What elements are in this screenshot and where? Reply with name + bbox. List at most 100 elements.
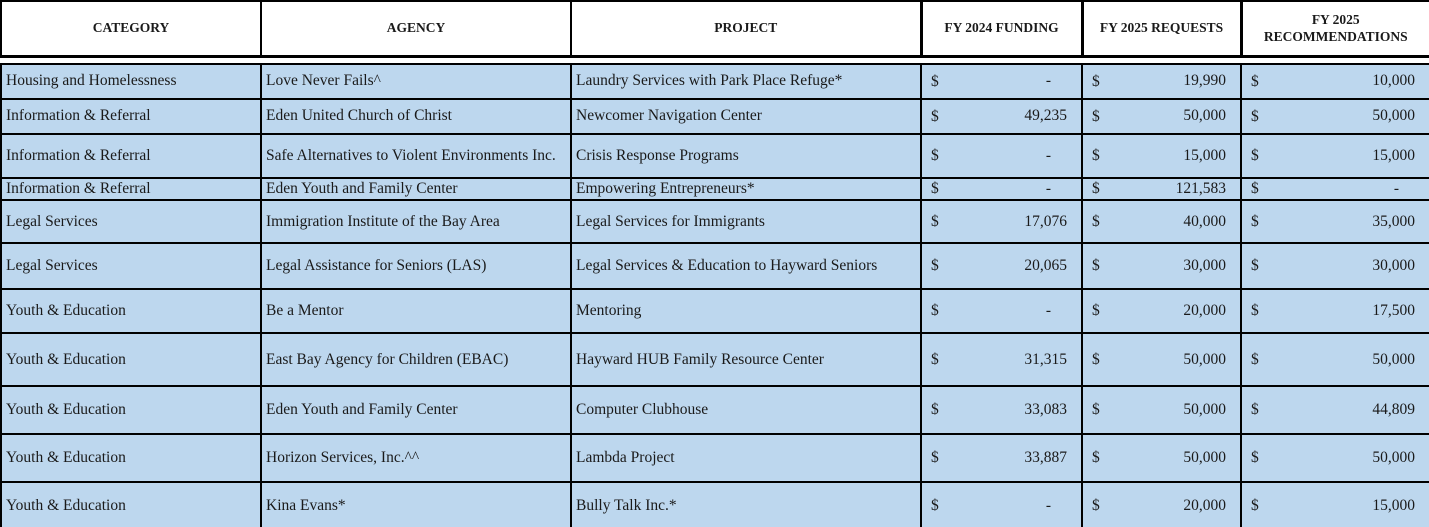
amount-value: 44,809 [1372, 401, 1415, 419]
cell-fy2025_recommendations: $15,000 [1240, 481, 1429, 527]
cell-fy2025_requests: $121,583 [1081, 176, 1242, 202]
currency-symbol: $ [931, 350, 939, 368]
cell-fy2025_requests: $19,990 [1081, 63, 1242, 100]
header-row: CATEGORY AGENCY PROJECT FY 2024 FUNDING … [0, 0, 1429, 58]
cell-fy2025_recommendations: $17,500 [1240, 288, 1429, 335]
currency-symbol: $ [1251, 401, 1259, 419]
cell-fy2024: $33,887 [920, 433, 1083, 484]
cell-fy2025_recommendations: $ - [1240, 176, 1429, 202]
cell-category: Youth & Education [0, 481, 262, 527]
cell-project: Computer Clubhouse [570, 385, 922, 436]
column-header-agency: AGENCY [260, 0, 572, 58]
amount-value: 49,235 [1024, 107, 1067, 125]
cell-category: Information & Referral [0, 133, 262, 179]
amount-value: 20,000 [1183, 302, 1226, 320]
cell-project: Hayward HUB Family Resource Center [570, 332, 922, 388]
cell-fy2025_recommendations: $15,000 [1240, 133, 1429, 179]
cell-project: Legal Services for Immigrants [570, 199, 922, 245]
cell-fy2025_requests: $20,000 [1081, 481, 1242, 527]
amount-value: 15,000 [1372, 146, 1415, 164]
cell-agency: Immigration Institute of the Bay Area [260, 199, 572, 245]
cell-category: Youth & Education [0, 385, 262, 436]
cell-fy2024: $49,235 [920, 98, 1083, 135]
cell-agency: Be a Mentor [260, 288, 572, 335]
cell-project: Laundry Services with Park Place Refuge* [570, 63, 922, 100]
cell-category: Youth & Education [0, 332, 262, 388]
currency-symbol: $ [1092, 350, 1100, 368]
cell-agency: Eden Youth and Family Center [260, 385, 572, 436]
amount-value: 35,000 [1372, 212, 1415, 230]
amount-value: 10,000 [1372, 72, 1415, 90]
cell-project: Mentoring [570, 288, 922, 335]
cell-fy2025_requests: $50,000 [1081, 433, 1242, 484]
amount-value: 20,065 [1024, 257, 1067, 275]
amount-value: 19,990 [1183, 72, 1226, 90]
amount-value: 50,000 [1372, 107, 1415, 125]
currency-symbol: $ [1092, 146, 1100, 164]
currency-symbol: $ [1092, 180, 1100, 197]
table-body: Housing and Homelessness Love Never Fails… [0, 63, 1429, 527]
cell-fy2025_requests: $40,000 [1081, 199, 1242, 245]
currency-symbol: $ [1092, 257, 1100, 275]
table-row: Youth & Education East Bay Agency for Chi… [0, 332, 1429, 388]
table-row: Legal Services Legal Assistance for Senio… [0, 242, 1429, 291]
amount-value: 50,000 [1183, 449, 1226, 467]
cell-agency: Love Never Fails^ [260, 63, 572, 100]
header-body-gap [0, 58, 1429, 63]
table-row: Legal Services Immigration Institute of t… [0, 199, 1429, 245]
cell-fy2025_recommendations: $50,000 [1240, 433, 1429, 484]
cell-fy2025_recommendations: $50,000 [1240, 98, 1429, 135]
currency-symbol: $ [1251, 257, 1259, 275]
amount-value: 15,000 [1372, 496, 1415, 514]
cell-fy2024: $31,315 [920, 332, 1083, 388]
cell-fy2025_requests: $50,000 [1081, 332, 1242, 388]
amount-value: 121,583 [1175, 180, 1226, 197]
cell-agency: Eden United Church of Christ [260, 98, 572, 135]
table-row: Youth & Education Be a Mentor Mentoring $ - $… [0, 288, 1429, 335]
cell-agency: Kina Evans* [260, 481, 572, 527]
amount-value: 30,000 [1372, 257, 1415, 275]
cell-category: Information & Referral [0, 98, 262, 135]
cell-fy2025_requests: $50,000 [1081, 385, 1242, 436]
cell-category: Legal Services [0, 199, 262, 245]
currency-symbol: $ [1251, 107, 1259, 125]
currency-symbol: $ [1251, 449, 1259, 467]
amount-value: 50,000 [1183, 107, 1226, 125]
cell-fy2025_recommendations: $10,000 [1240, 63, 1429, 100]
funding-table-header: CATEGORY AGENCY PROJECT FY 2024 FUNDING … [0, 0, 1429, 58]
currency-symbol: $ [931, 180, 939, 197]
cell-category: Legal Services [0, 242, 262, 291]
currency-symbol: $ [1092, 496, 1100, 514]
cell-fy2025_recommendations: $44,809 [1240, 385, 1429, 436]
currency-symbol: $ [1251, 180, 1259, 197]
currency-symbol: $ [1092, 401, 1100, 419]
cell-fy2025_recommendations: $50,000 [1240, 332, 1429, 388]
cell-fy2024: $20,065 [920, 242, 1083, 291]
cell-fy2024: $ - [920, 63, 1083, 100]
cell-project: Legal Services & Education to Hayward Se… [570, 242, 922, 291]
amount-value: 33,887 [1024, 449, 1067, 467]
column-header-fy2025-recommendations: FY 2025 RECOMMENDATIONS [1239, 0, 1429, 58]
cell-agency: Horizon Services, Inc.^^ [260, 433, 572, 484]
cell-agency: Legal Assistance for Seniors (LAS) [260, 242, 572, 291]
cell-fy2024: $17,076 [920, 199, 1083, 245]
cell-fy2024: $ - [920, 288, 1083, 335]
amount-value: 17,076 [1024, 212, 1067, 230]
cell-fy2025_requests: $50,000 [1081, 98, 1242, 135]
currency-symbol: $ [1251, 146, 1259, 164]
column-header-fy2024-funding: FY 2024 FUNDING [919, 0, 1083, 58]
cell-fy2025_requests: $20,000 [1081, 288, 1242, 335]
amount-value: 17,500 [1372, 302, 1415, 320]
amount-value: 40,000 [1183, 212, 1226, 230]
cell-fy2024: $ - [920, 133, 1083, 179]
cell-fy2025_requests: $15,000 [1081, 133, 1242, 179]
cell-fy2025_recommendations: $35,000 [1240, 199, 1429, 245]
currency-symbol: $ [1092, 72, 1100, 90]
cell-category: Youth & Education [0, 433, 262, 484]
currency-symbol: $ [1251, 212, 1259, 230]
cell-category: Youth & Education [0, 288, 262, 335]
amount-value: 31,315 [1024, 350, 1067, 368]
currency-symbol: $ [1092, 302, 1100, 320]
currency-symbol: $ [931, 449, 939, 467]
